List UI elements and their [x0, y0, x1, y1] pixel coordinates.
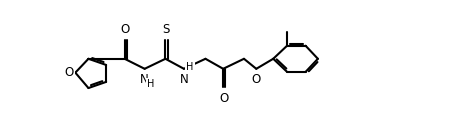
Text: O: O	[219, 92, 228, 105]
Text: O: O	[120, 23, 130, 36]
Text: H: H	[186, 62, 193, 72]
Text: O: O	[64, 66, 74, 79]
Text: H: H	[147, 79, 154, 89]
Text: N: N	[140, 73, 149, 86]
Text: O: O	[251, 73, 260, 86]
Text: S: S	[162, 23, 170, 36]
Text: N: N	[179, 73, 188, 86]
